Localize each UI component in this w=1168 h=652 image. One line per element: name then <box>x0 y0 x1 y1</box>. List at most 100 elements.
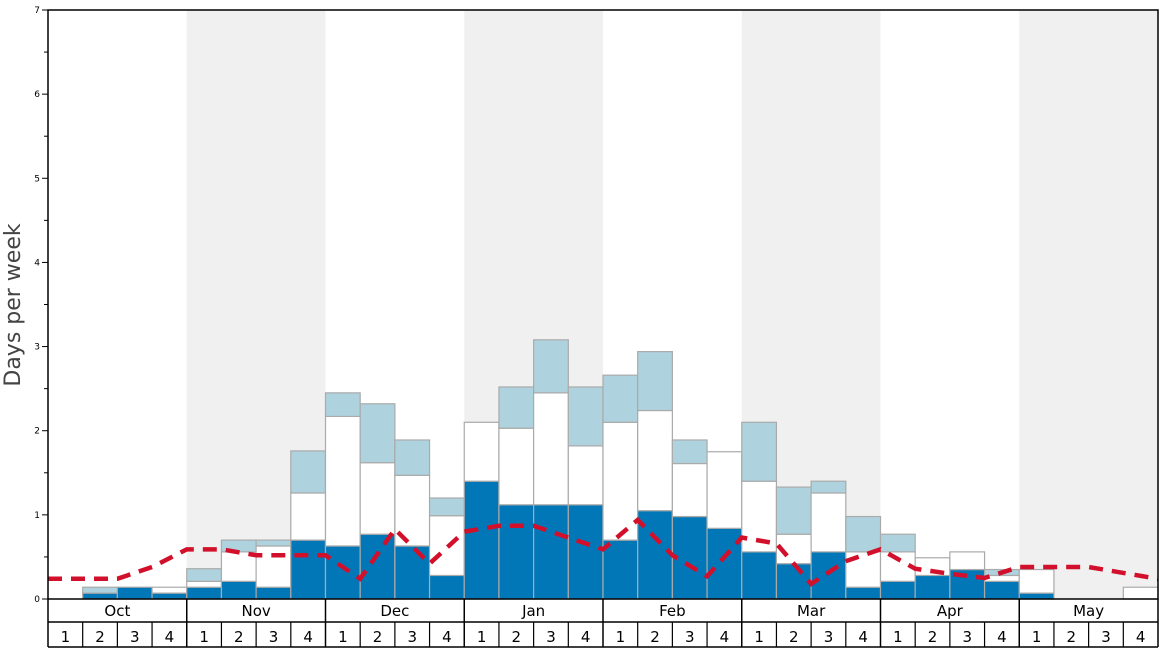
week-label: 1 <box>893 628 903 646</box>
bar-segment-light <box>845 515 882 553</box>
month-shade-may <box>1019 10 1158 599</box>
week-label: 4 <box>1136 628 1146 646</box>
bar-segment-light <box>775 486 812 535</box>
bar-segment-mid <box>1018 568 1055 594</box>
bar-segment-dark <box>359 533 396 600</box>
bar-segment-light <box>567 386 604 447</box>
bar-segment-light <box>879 533 916 553</box>
y-tick-label: 0 <box>34 595 40 605</box>
bar-segment-mid <box>1122 586 1159 600</box>
bar-segment-mid <box>533 392 569 506</box>
bar-segment-mid <box>151 586 188 594</box>
y-tick-label: 2 <box>34 427 40 437</box>
bar-segment-dark <box>220 580 257 600</box>
bar-segment-light <box>533 339 569 394</box>
bar-segment-light <box>741 421 778 482</box>
bar-segment-dark <box>116 586 153 600</box>
week-label: 3 <box>269 628 279 646</box>
bar-segment-mid <box>290 492 327 541</box>
bar-segment-mid <box>186 580 223 588</box>
bar-segment-light <box>602 374 639 423</box>
bar-segment-light <box>82 586 118 594</box>
month-label-dec: Dec <box>380 602 409 620</box>
bar-segment-dark <box>810 551 847 600</box>
y-axis-label: Days per week <box>1 223 26 386</box>
week-label: 4 <box>720 628 730 646</box>
bar-segment-light <box>637 351 673 412</box>
bar-segment-mid <box>567 445 604 506</box>
bar-segment-mid <box>741 480 778 553</box>
bar-segment-dark <box>671 515 708 600</box>
bar-segment-dark <box>983 580 1020 600</box>
week-label: 2 <box>95 628 105 646</box>
week-label: 1 <box>61 628 71 646</box>
week-label: 1 <box>338 628 348 646</box>
week-label: 3 <box>962 628 972 646</box>
week-label: 3 <box>824 628 834 646</box>
y-tick-label: 3 <box>34 343 40 353</box>
week-label: 2 <box>789 628 799 646</box>
bar-segment-mid <box>463 421 500 482</box>
average-line <box>48 516 1159 587</box>
bar-segment-light <box>186 568 223 582</box>
week-label: 4 <box>303 628 313 646</box>
month-label-jan: Jan <box>521 602 545 620</box>
bar-segment-dark <box>463 480 500 600</box>
bar-segment-dark <box>1018 592 1055 600</box>
week-label: 4 <box>858 628 868 646</box>
week-label: 2 <box>234 628 244 646</box>
bar-segment-light <box>671 439 708 465</box>
bar-segment-mid <box>810 492 847 553</box>
month-label-may: May <box>1073 602 1104 620</box>
month-label-mar: Mar <box>797 602 826 620</box>
bar-segment-dark <box>498 504 535 600</box>
bar-segment-mid <box>671 462 708 518</box>
bar-segment-light <box>810 480 847 494</box>
week-label: 2 <box>373 628 383 646</box>
y-tick-label: 1 <box>34 511 40 521</box>
month-label-feb: Feb <box>659 602 686 620</box>
week-label: 3 <box>546 628 556 646</box>
week-label: 4 <box>442 628 452 646</box>
bar-segment-dark <box>290 539 327 600</box>
week-label: 3 <box>1101 628 1111 646</box>
month-label-oct: Oct <box>104 602 130 620</box>
bar-segment-light <box>290 450 327 494</box>
month-label-nov: Nov <box>241 602 270 620</box>
bar-segment-dark <box>186 586 223 600</box>
month-label-apr: Apr <box>937 602 964 620</box>
bar-segment-light <box>428 497 465 517</box>
bar-segment-dark <box>567 504 604 600</box>
bar-segment-mid <box>706 451 743 529</box>
bar-segment-dark <box>602 539 639 600</box>
bar-segment-light <box>394 439 431 476</box>
week-label: 1 <box>199 628 209 646</box>
bar-segment-mid <box>637 409 673 512</box>
week-label: 3 <box>685 628 695 646</box>
bar-segment-light <box>255 539 292 547</box>
bar-segment-dark <box>741 551 778 600</box>
bar-segment-light <box>324 392 361 418</box>
bar-segment-mid <box>255 545 292 588</box>
week-label: 4 <box>997 628 1007 646</box>
bar-segment-dark <box>324 545 361 600</box>
week-label: 3 <box>130 628 140 646</box>
week-label: 2 <box>1067 628 1077 646</box>
bar-segment-dark <box>706 527 743 600</box>
bar-segment-dark <box>394 545 431 600</box>
week-label: 2 <box>928 628 938 646</box>
week-label: 1 <box>477 628 487 646</box>
bar-segment-dark <box>428 574 465 600</box>
bar-segment-mid <box>602 421 639 541</box>
week-label: 3 <box>407 628 417 646</box>
week-label: 4 <box>165 628 175 646</box>
bar-segment-mid <box>949 551 986 571</box>
week-label: 1 <box>1032 628 1042 646</box>
bar-segment-dark <box>151 592 188 600</box>
bar-segment-mid <box>359 462 396 535</box>
bar-segment-dark <box>533 504 569 600</box>
bar-segment-dark <box>879 580 916 600</box>
bar-segment-dark <box>775 563 812 600</box>
bar-segment-dark <box>914 574 951 600</box>
